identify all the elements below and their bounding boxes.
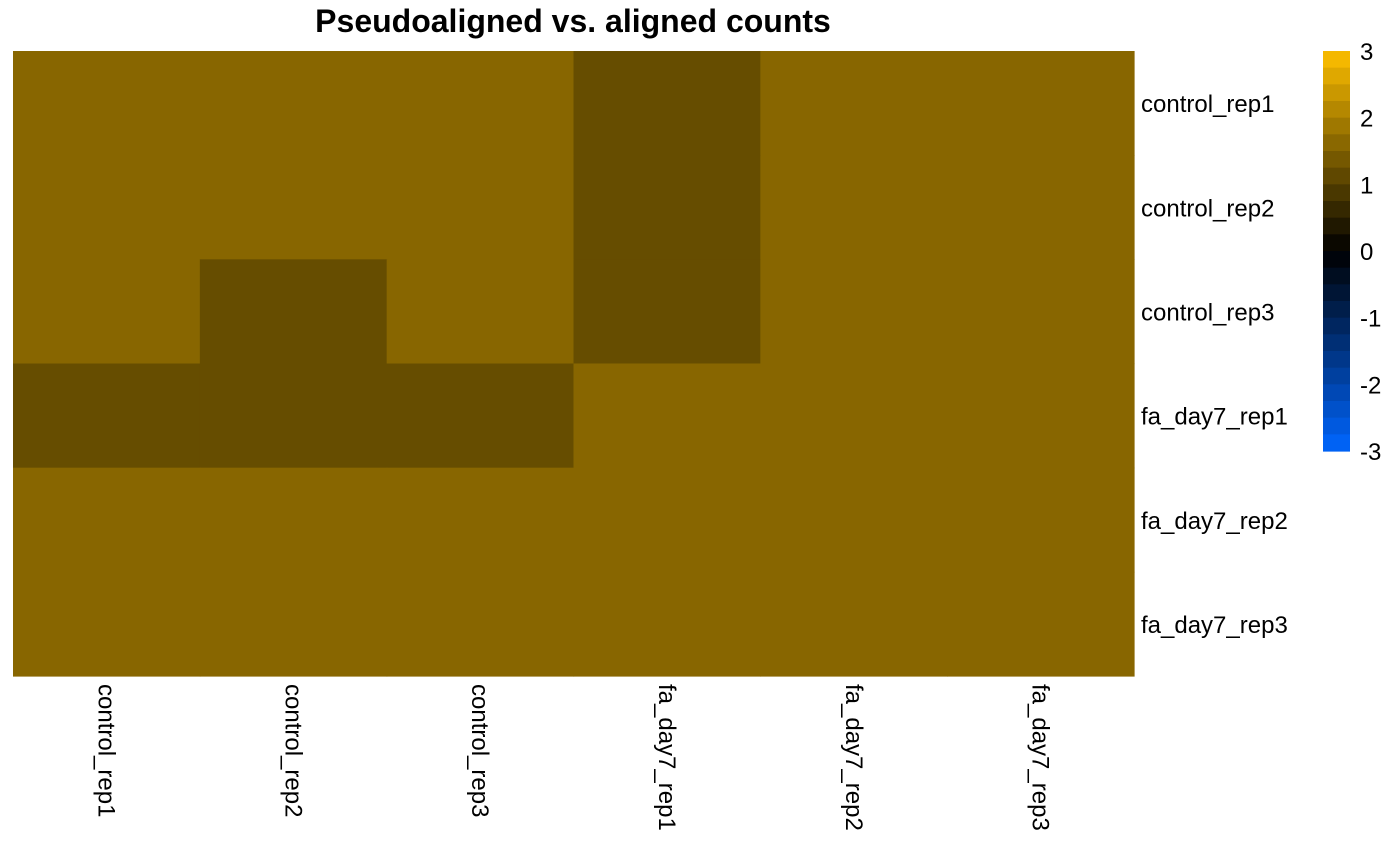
heatmap-cell	[760, 155, 948, 260]
legend-tick-label: 3	[1360, 39, 1373, 66]
heatmap-cell	[573, 363, 761, 469]
legend-color-step	[1323, 67, 1350, 85]
heatmap-cell	[199, 155, 388, 260]
legend-tick-label: 0	[1360, 239, 1373, 266]
heatmap-cell	[573, 467, 761, 573]
heatmap-cell	[573, 571, 761, 677]
heatmap-cell	[199, 363, 388, 469]
legend-color-step	[1323, 234, 1350, 252]
heatmap-cell	[13, 155, 201, 260]
heatmap-cell	[13, 467, 201, 573]
heatmap-cell	[760, 467, 948, 573]
chart-title: Pseudoaligned vs. aligned counts	[315, 3, 831, 39]
heatmap-cell	[947, 571, 1135, 677]
legend-color-step	[1323, 351, 1350, 369]
legend-color-step	[1323, 267, 1350, 285]
heatmap-cell	[199, 51, 388, 156]
row-label: fa_day7_rep2	[1141, 508, 1288, 535]
heatmap-cell	[760, 363, 948, 469]
legend-color-step	[1323, 401, 1350, 419]
legend-color-step	[1323, 367, 1350, 385]
row-label: fa_day7_rep1	[1141, 404, 1288, 431]
heatmap-cell	[760, 51, 948, 156]
legend-color-step	[1323, 284, 1350, 302]
heatmap-cell	[947, 259, 1135, 365]
color-legend: 3 2 1 0 -1 -2 -3	[1323, 39, 1381, 466]
legend-color-step	[1323, 167, 1350, 185]
legend-tick-label: -3	[1360, 439, 1381, 466]
heatmap-cell	[760, 571, 948, 677]
legend-tick-label: 1	[1360, 172, 1373, 199]
heatmap-cell	[386, 467, 575, 573]
heatmap-cell	[573, 259, 761, 365]
heatmap-cell	[13, 259, 201, 365]
heatmap-cell	[13, 363, 201, 469]
legend-color-step	[1323, 151, 1350, 169]
heatmap-cell	[199, 259, 388, 365]
row-label: control_rep1	[1141, 91, 1274, 118]
legend-color-step	[1323, 51, 1350, 69]
legend-color-step	[1323, 134, 1350, 152]
row-labels: control_rep1 control_rep2 control_rep3 fa_d…	[1141, 91, 1288, 639]
legend-tick-label: 2	[1360, 106, 1373, 133]
heatmap-cell	[573, 155, 761, 260]
legend-color-step	[1323, 251, 1350, 269]
column-label: control_rep1	[92, 684, 119, 817]
heatmap-cell	[386, 259, 575, 365]
heatmap-cell	[947, 51, 1135, 156]
column-labels: control_rep1 control_rep2 control_rep3 fa_d…	[92, 684, 1053, 831]
heatmap-cell	[947, 467, 1135, 573]
legend-color-step	[1323, 301, 1350, 319]
heatmap-cell	[199, 571, 388, 677]
legend-color-step	[1323, 201, 1350, 219]
legend-color-step	[1323, 317, 1350, 335]
legend-color-step	[1323, 101, 1350, 119]
heatmap-cell	[13, 51, 201, 156]
heatmap-cells	[13, 51, 1135, 677]
heatmap-cell	[13, 571, 201, 677]
legend-color-step	[1323, 434, 1350, 452]
row-label: fa_day7_rep3	[1141, 612, 1288, 639]
legend-color-step	[1323, 184, 1350, 202]
heatmap-cell	[760, 259, 948, 365]
row-label: control_rep2	[1141, 195, 1274, 222]
legend-tick-label: -2	[1360, 372, 1381, 399]
heatmap-cell	[947, 363, 1135, 469]
legend-tick-label: -1	[1360, 306, 1381, 333]
heatmap-cell	[947, 155, 1135, 260]
legend-color-step	[1323, 334, 1350, 352]
legend-color-step	[1323, 384, 1350, 402]
column-label: fa_day7_rep1	[653, 684, 680, 831]
legend-color-step	[1323, 217, 1350, 235]
heatmap-cell	[386, 51, 575, 156]
column-label: control_rep2	[279, 684, 306, 817]
heatmap-cell	[386, 155, 575, 260]
heatmap-cell	[573, 51, 761, 156]
legend-color-step	[1323, 84, 1350, 102]
heatmap-cell	[199, 467, 388, 573]
heatmap-cell	[386, 571, 575, 677]
legend-color-step	[1323, 117, 1350, 135]
legend-color-step	[1323, 417, 1350, 435]
row-label: control_rep3	[1141, 299, 1274, 326]
column-label: fa_day7_rep2	[840, 684, 867, 831]
column-label: control_rep3	[466, 684, 493, 817]
column-label: fa_day7_rep3	[1027, 684, 1054, 831]
heatmap-cell	[386, 363, 575, 469]
